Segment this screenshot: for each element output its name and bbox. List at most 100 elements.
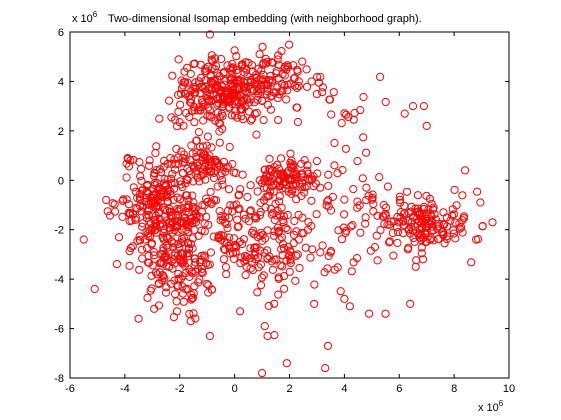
data-point [330, 138, 339, 148]
data-point [228, 59, 237, 69]
x-multiplier-exponent: 6 [499, 399, 504, 408]
data-point [206, 106, 215, 115]
data-point [223, 95, 232, 104]
data-point [138, 222, 147, 231]
data-point [356, 228, 365, 237]
data-point [176, 180, 185, 189]
data-point [467, 258, 476, 267]
data-point [373, 256, 382, 265]
data-point [408, 102, 418, 111]
data-point [316, 248, 325, 257]
data-point [342, 110, 351, 119]
data-point [265, 154, 274, 163]
data-point [217, 81, 226, 90]
data-point [253, 288, 262, 297]
data-point [286, 259, 295, 268]
data-point [194, 278, 203, 287]
data-point [286, 149, 295, 158]
data-point [328, 192, 337, 201]
data-point [324, 181, 333, 190]
data-point [247, 114, 257, 124]
data-point [172, 297, 181, 306]
data-point [192, 152, 201, 162]
data-point [288, 164, 297, 173]
data-point [238, 170, 247, 179]
data-point [399, 220, 409, 229]
data-point [133, 204, 142, 213]
data-point [266, 105, 275, 114]
y-tick-label: 2 [58, 126, 64, 138]
data-point [236, 185, 245, 194]
data-point [154, 209, 163, 218]
x-tick-label: -2 [175, 383, 185, 395]
data-point [269, 187, 278, 196]
data-point [361, 219, 370, 228]
data-point [252, 214, 261, 223]
data-point [330, 161, 339, 170]
data-point [310, 280, 319, 289]
data-point [241, 271, 250, 280]
data-point [169, 195, 178, 204]
data-point [200, 149, 209, 158]
data-point [278, 169, 287, 178]
data-point [305, 175, 314, 184]
data-point [437, 228, 446, 237]
data-point [192, 166, 201, 175]
data-point [217, 169, 226, 178]
data-point [219, 157, 228, 166]
data-point [219, 95, 228, 104]
data-point [392, 223, 402, 232]
data-point [174, 55, 183, 64]
data-point [312, 90, 321, 99]
data-point [79, 235, 88, 244]
data-point [326, 247, 336, 256]
data-point [321, 364, 330, 373]
data-point [183, 63, 192, 73]
data-point [145, 161, 154, 170]
data-point [337, 235, 346, 244]
data-point [241, 214, 250, 223]
data-point [370, 243, 379, 252]
data-point [303, 166, 312, 175]
data-point [261, 165, 270, 174]
data-point [129, 183, 138, 192]
data-point [292, 83, 302, 93]
data-point [259, 116, 268, 125]
data-point [219, 69, 228, 78]
data-point [175, 118, 184, 127]
data-point [135, 265, 144, 274]
data-point [324, 202, 333, 211]
data-point [162, 241, 171, 250]
data-point [105, 211, 115, 220]
data-point [152, 142, 161, 151]
data-point [254, 263, 263, 272]
data-point [413, 204, 422, 213]
data-point [135, 232, 144, 241]
data-point [184, 249, 193, 258]
data-point [249, 226, 258, 235]
data-point [274, 197, 284, 206]
data-point [230, 46, 239, 55]
data-point [288, 185, 297, 194]
data-point [422, 121, 431, 131]
data-point [327, 206, 336, 215]
data-point [248, 61, 257, 70]
data-point [228, 207, 237, 216]
data-point [306, 253, 315, 262]
data-point [202, 166, 211, 175]
data-point [154, 184, 163, 193]
data-point [323, 341, 332, 350]
data-point [196, 60, 205, 69]
data-point [205, 331, 214, 341]
data-point [461, 166, 470, 175]
data-point [359, 92, 368, 102]
data-point [122, 195, 131, 204]
data-point [293, 117, 302, 127]
data-point [337, 119, 346, 128]
data-point [142, 227, 151, 236]
data-point [183, 252, 192, 261]
data-point [226, 74, 235, 83]
data-point [310, 299, 319, 308]
data-point [173, 282, 182, 291]
data-point [179, 81, 188, 90]
